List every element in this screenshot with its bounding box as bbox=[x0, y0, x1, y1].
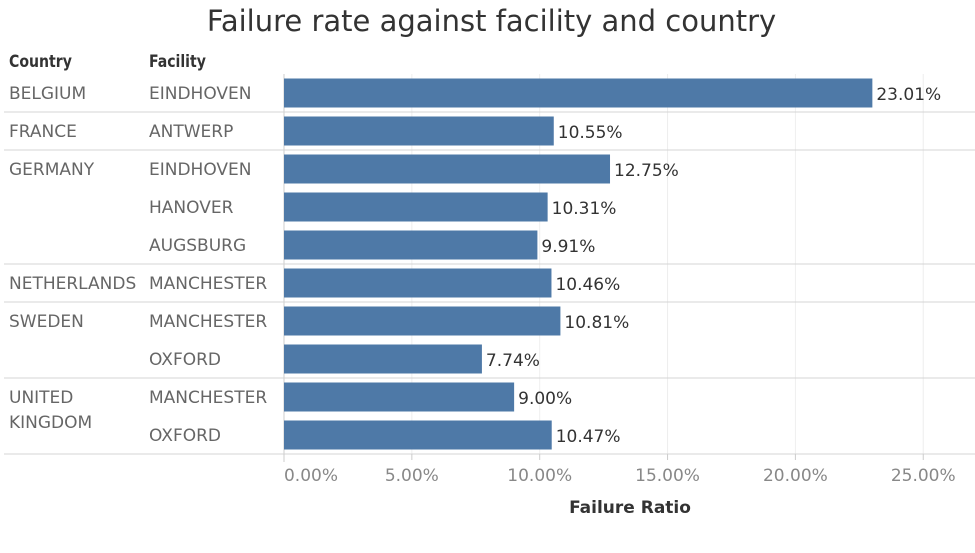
x-tick-label: 15.00% bbox=[635, 466, 700, 486]
bar-value-label: 10.31% bbox=[552, 199, 617, 219]
country-label: KINGDOM bbox=[9, 413, 92, 433]
bar bbox=[284, 306, 561, 336]
bar-value-label: 9.00% bbox=[518, 389, 572, 409]
chart-title: Failure rate against facility and countr… bbox=[206, 4, 777, 38]
bar-value-label: 10.55% bbox=[558, 123, 623, 143]
x-tick-label: 10.00% bbox=[507, 466, 572, 486]
bar bbox=[284, 192, 548, 222]
x-tick-label: 5.00% bbox=[385, 466, 439, 486]
facility-column-header: Facility bbox=[149, 52, 206, 72]
bar bbox=[284, 78, 873, 108]
facility-label: MANCHESTER bbox=[149, 312, 267, 332]
bar bbox=[284, 230, 538, 260]
facility-label: OXFORD bbox=[149, 426, 221, 446]
bar-value-label: 12.75% bbox=[614, 161, 679, 181]
bar-value-label: 10.81% bbox=[564, 313, 629, 333]
bar-value-label: 10.46% bbox=[555, 275, 620, 295]
facility-label: OXFORD bbox=[149, 350, 221, 370]
facility-label: MANCHESTER bbox=[149, 388, 267, 408]
x-axis-title: Failure Ratio bbox=[569, 498, 691, 518]
country-label: BELGIUM bbox=[9, 84, 86, 104]
bar-value-label: 23.01% bbox=[876, 85, 941, 105]
x-tick-label: 0.00% bbox=[284, 466, 338, 486]
country-label: UNITED bbox=[9, 388, 73, 408]
facility-label: AUGSBURG bbox=[149, 236, 246, 256]
bar bbox=[284, 420, 552, 450]
bar bbox=[284, 154, 611, 184]
facility-label: ANTWERP bbox=[149, 122, 233, 142]
bar-value-label: 7.74% bbox=[486, 351, 540, 371]
bar bbox=[284, 382, 515, 412]
facility-label: EINDHOVEN bbox=[149, 84, 252, 104]
facility-label: MANCHESTER bbox=[149, 274, 267, 294]
x-tick-label: 20.00% bbox=[763, 466, 828, 486]
bar bbox=[284, 268, 552, 298]
bar-value-label: 10.47% bbox=[556, 427, 621, 447]
country-label: FRANCE bbox=[9, 122, 77, 142]
x-tick-label: 25.00% bbox=[891, 466, 956, 486]
facility-label: HANOVER bbox=[149, 198, 234, 218]
bar bbox=[284, 344, 482, 374]
facility-label: EINDHOVEN bbox=[149, 160, 252, 180]
bar bbox=[284, 116, 554, 146]
country-label: GERMANY bbox=[9, 160, 95, 180]
country-label: NETHERLANDS bbox=[9, 274, 136, 294]
country-column-header: Country bbox=[9, 52, 72, 72]
country-label: SWEDEN bbox=[9, 312, 84, 332]
bar-value-label: 9.91% bbox=[541, 237, 595, 257]
